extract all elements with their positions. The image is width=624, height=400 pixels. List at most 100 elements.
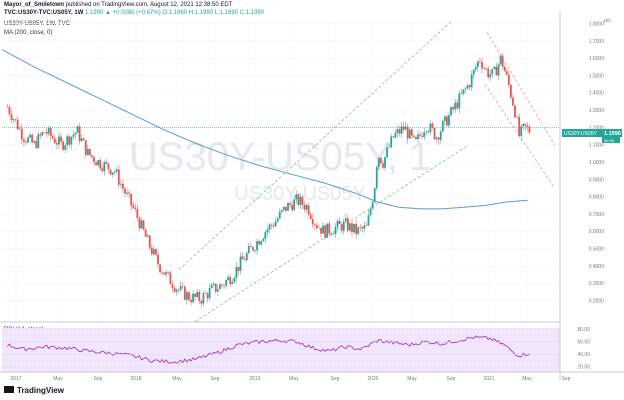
candle-body — [155, 249, 157, 255]
candle-body — [351, 223, 353, 233]
candle-body — [126, 192, 128, 194]
candle-body — [336, 220, 339, 227]
candle-body — [74, 132, 77, 135]
symbol-line: TVC:US30Y-TVC:US05Y, 1W 1.1990 ▲ +0.0080… — [4, 9, 264, 17]
candle-body — [144, 229, 147, 237]
candle-body — [159, 264, 161, 272]
badge-timer: 4d 9h — [604, 138, 614, 143]
channel-lines[interactable] — [2, 19, 560, 322]
time-tick-label: May — [522, 376, 532, 382]
candle-body — [254, 250, 256, 251]
time-tick-label: May — [53, 376, 63, 382]
tradingview-logo-icon — [4, 386, 14, 393]
candle-body — [148, 235, 151, 248]
price-axis-labels: 1.8000 1.7000 1.6000 1.5000 1.4000 1.3000 1.20… — [589, 21, 605, 304]
publisher-name[interactable]: Mayor_of_Smiletown — [4, 2, 65, 8]
candle-body — [340, 224, 343, 231]
candle-body — [400, 126, 403, 134]
candle-body — [194, 293, 197, 297]
candle-body — [107, 163, 110, 170]
symbol-name: TVC:US30Y-TVC:US05Y, 1W — [4, 10, 84, 16]
candle-body — [443, 116, 446, 122]
main-legend[interactable]: US30Y-US05Y, 1W, TVC — [4, 21, 70, 27]
time-tick-label: Sep — [447, 376, 456, 382]
ma-legend[interactable]: MA (200, close, 0) — [4, 30, 53, 36]
candle-body — [138, 217, 141, 229]
candle-body — [101, 168, 104, 171]
candle-body — [338, 220, 341, 225]
candle-body — [394, 132, 397, 138]
candle-body — [483, 67, 485, 69]
candle-body — [227, 276, 230, 281]
candle-body — [435, 137, 438, 140]
candle-body — [423, 132, 426, 137]
candle-body — [303, 204, 306, 210]
rsi-axis-labels: 80.00 60.00 40.00 20.00 — [2, 327, 590, 371]
price-tick-label: 1.2000 — [589, 125, 605, 131]
candle-body — [332, 234, 335, 235]
price-tick-label: 0.9000 — [589, 177, 605, 183]
price-tick-label: 1.3000 — [589, 108, 605, 114]
candle-body — [509, 84, 512, 98]
time-tick-label: Sep — [562, 376, 571, 382]
channel-line-red-lower — [484, 84, 555, 189]
candle-body — [202, 293, 205, 304]
candle-body — [342, 221, 345, 231]
candle-body — [45, 132, 48, 134]
candle-body — [512, 97, 514, 106]
candle-body — [260, 241, 263, 245]
candle-body — [122, 183, 124, 189]
rsi-band — [2, 328, 560, 372]
candle-body — [167, 271, 170, 273]
candle-body — [134, 207, 137, 210]
candle-body — [80, 138, 83, 141]
candle-body — [367, 215, 370, 226]
candle-body — [476, 61, 479, 68]
price-tick-label: 1.4000 — [589, 91, 605, 97]
candle-body — [31, 134, 34, 143]
price-tick-label: 0.8000 — [589, 195, 605, 201]
time-tick-label: Sep — [211, 376, 220, 382]
price-badge: US30Y-US05Y 1.1990 4d 9h — [562, 129, 622, 143]
badge-symbol: US30Y-US05Y — [564, 131, 598, 137]
candle-body — [526, 125, 529, 127]
price-tick-label: 1.5000 — [589, 73, 605, 79]
candle-body — [99, 160, 102, 169]
candle-body — [392, 136, 395, 138]
candle-body — [82, 138, 85, 141]
candle-body — [208, 288, 211, 299]
candle-body — [311, 218, 314, 225]
candle-body — [353, 223, 355, 233]
candle-body — [396, 129, 399, 133]
candle-body — [130, 193, 133, 206]
candle-body — [431, 123, 434, 128]
candle-body — [446, 116, 448, 126]
candle-body — [295, 194, 298, 200]
candle-body — [377, 157, 380, 168]
candle-body — [233, 278, 236, 282]
candle-body — [297, 194, 300, 205]
candle-body — [124, 188, 126, 194]
candle-body — [285, 206, 287, 211]
price-tick-label: 0.5000 — [589, 247, 605, 253]
candle-body — [507, 74, 510, 85]
candle-body — [516, 116, 518, 118]
rsi-tick-label: 20.00 — [577, 365, 590, 371]
candle-body — [192, 293, 194, 303]
candle-body — [452, 107, 455, 110]
candle-body — [43, 132, 46, 133]
candle-body — [299, 196, 302, 205]
candle-body — [229, 276, 232, 285]
tradingview-logo[interactable]: TradingView — [4, 386, 65, 395]
candle-body — [247, 245, 250, 254]
candle-body — [408, 129, 411, 139]
candle-body — [276, 218, 279, 222]
candle-body — [204, 293, 207, 294]
time-tick-label: May — [289, 376, 299, 382]
candle-body — [95, 162, 98, 166]
candle-body — [489, 74, 492, 78]
candle-body — [185, 292, 188, 300]
publish-info: published on TradingView.com, August 12,… — [64, 2, 233, 8]
candle-body — [419, 134, 421, 136]
